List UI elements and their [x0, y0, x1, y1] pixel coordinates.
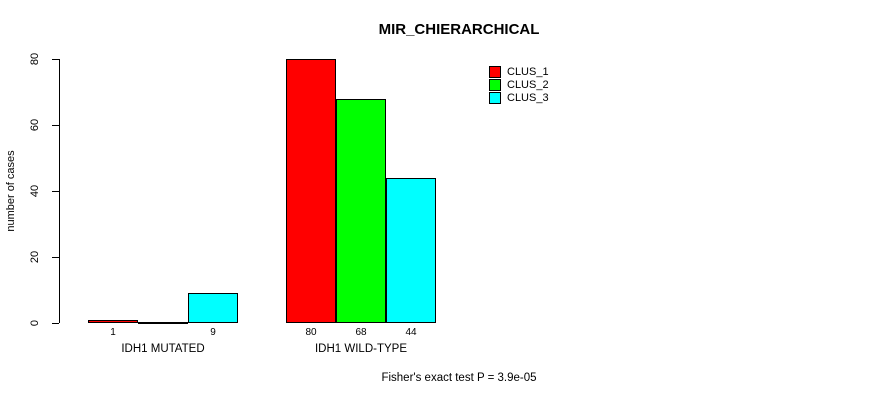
legend-row-clus-3: CLUS_3 — [489, 91, 549, 104]
legend-swatch-clus-2 — [489, 78, 501, 91]
group-label-idh1-mutated: IDH1 MUTATED — [121, 343, 205, 355]
legend-label-clus-3: CLUS_3 — [507, 91, 549, 104]
bar-clus-1-idh1-wild-type — [286, 59, 336, 323]
legend-row-clus-1: CLUS_1 — [489, 65, 549, 78]
bar-value-label-clus-1-idh1-mutated: 1 — [110, 327, 116, 338]
legend-label-clus-2: CLUS_2 — [507, 78, 549, 91]
y-tick-label-40: 40 — [29, 184, 41, 198]
y-tick-label-0: 0 — [29, 319, 41, 327]
bar-clus-1-idh1-mutated — [88, 320, 138, 323]
y-tick-0 — [52, 323, 59, 324]
legend: CLUS_1 CLUS_2 CLUS_3 — [489, 65, 549, 104]
y-tick-20 — [52, 257, 59, 258]
bar-clus-3-idh1-wild-type — [386, 178, 436, 323]
bar-clus-2-idh1-mutated — [138, 322, 188, 324]
chart-title: MIR_CHIERARCHICAL — [378, 21, 540, 38]
bar-clus-3-idh1-mutated — [188, 293, 238, 323]
group-label-idh1-wild-type: IDH1 WILD-TYPE — [314, 343, 408, 355]
fisher-test-annotation: Fisher's exact test P = 3.9e-05 — [381, 372, 537, 384]
y-tick-label-20: 20 — [29, 250, 41, 264]
y-tick-label-60: 60 — [29, 118, 41, 132]
bar-value-label-clus-3-idh1-wild-type: 44 — [405, 327, 417, 338]
bar-value-label-clus-1-idh1-wild-type: 80 — [305, 327, 317, 338]
y-axis-title: number of cases — [5, 150, 17, 232]
legend-swatch-clus-3 — [489, 91, 501, 104]
legend-label-clus-1: CLUS_1 — [507, 65, 549, 78]
y-tick-80 — [52, 59, 59, 60]
y-axis-line — [59, 59, 60, 323]
legend-row-clus-2: CLUS_2 — [489, 78, 549, 91]
y-tick-60 — [52, 125, 59, 126]
y-tick-40 — [52, 191, 59, 192]
y-tick-label-80: 80 — [29, 52, 41, 66]
bar-value-label-clus-3-idh1-mutated: 9 — [210, 327, 216, 338]
bar-clus-2-idh1-wild-type — [336, 99, 386, 323]
bar-value-label-clus-2-idh1-wild-type: 68 — [355, 327, 367, 338]
legend-swatch-clus-1 — [489, 65, 501, 78]
